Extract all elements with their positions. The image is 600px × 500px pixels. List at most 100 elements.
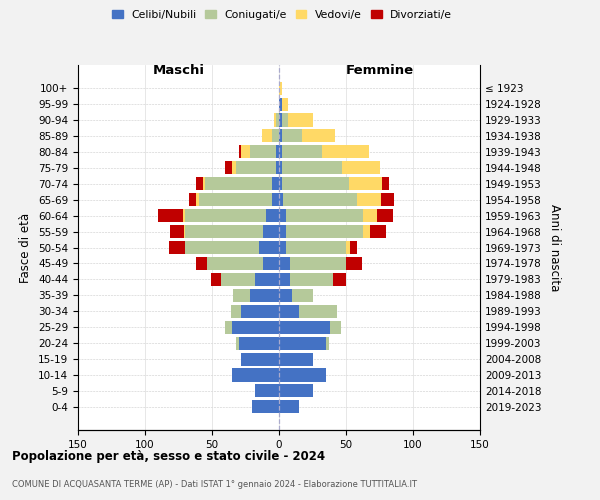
Text: Maschi: Maschi: [152, 64, 205, 77]
Bar: [279, 130, 281, 142]
Bar: [279, 273, 290, 286]
Bar: [377, 209, 393, 222]
Bar: [259, 241, 279, 254]
Bar: [250, 289, 279, 302]
Bar: [226, 162, 232, 174]
Bar: [279, 289, 292, 302]
Bar: [381, 193, 394, 206]
Bar: [286, 241, 346, 254]
Bar: [184, 225, 185, 238]
Bar: [281, 130, 302, 142]
Bar: [236, 336, 239, 349]
Bar: [239, 146, 241, 158]
Bar: [364, 225, 370, 238]
Bar: [289, 114, 313, 126]
Text: Popolazione per età, sesso e stato civile - 2024: Popolazione per età, sesso e stato civil…: [12, 450, 325, 463]
Bar: [221, 273, 255, 286]
Bar: [279, 352, 313, 366]
Bar: [279, 241, 286, 254]
Bar: [274, 114, 277, 126]
Bar: [205, 177, 272, 190]
Bar: [279, 368, 326, 382]
Bar: [206, 257, 263, 270]
Bar: [342, 162, 380, 174]
Bar: [290, 257, 346, 270]
Bar: [211, 273, 221, 286]
Bar: [326, 336, 329, 349]
Bar: [232, 368, 279, 382]
Bar: [241, 304, 279, 318]
Bar: [169, 241, 185, 254]
Bar: [279, 162, 281, 174]
Bar: [236, 162, 277, 174]
Bar: [290, 273, 332, 286]
Bar: [226, 320, 232, 334]
Bar: [196, 257, 206, 270]
Bar: [281, 98, 289, 110]
Bar: [299, 304, 337, 318]
Bar: [170, 225, 184, 238]
Bar: [279, 304, 299, 318]
Bar: [279, 257, 290, 270]
Bar: [330, 320, 341, 334]
Bar: [364, 209, 377, 222]
Bar: [279, 320, 330, 334]
Bar: [272, 193, 279, 206]
Bar: [262, 130, 272, 142]
Bar: [231, 304, 241, 318]
Bar: [182, 209, 185, 222]
Bar: [370, 225, 386, 238]
Bar: [382, 177, 389, 190]
Bar: [292, 289, 313, 302]
Bar: [346, 241, 350, 254]
Bar: [158, 209, 182, 222]
Bar: [279, 384, 313, 398]
Bar: [239, 336, 279, 349]
Bar: [302, 130, 335, 142]
Text: COMUNE DI ACQUASANTA TERME (AP) - Dati ISTAT 1° gennaio 2024 - Elaborazione TUTT: COMUNE DI ACQUASANTA TERME (AP) - Dati I…: [12, 480, 417, 489]
Bar: [279, 98, 281, 110]
Bar: [346, 257, 362, 270]
Bar: [272, 130, 279, 142]
Bar: [350, 241, 357, 254]
Bar: [189, 193, 196, 206]
Bar: [279, 193, 283, 206]
Bar: [279, 209, 286, 222]
Bar: [281, 146, 322, 158]
Bar: [185, 241, 259, 254]
Legend: Celibi/Nubili, Coniugati/e, Vedovi/e, Divorziati/e: Celibi/Nubili, Coniugati/e, Vedovi/e, Di…: [107, 6, 457, 24]
Bar: [279, 146, 281, 158]
Bar: [277, 146, 279, 158]
Bar: [279, 400, 299, 413]
Bar: [196, 177, 203, 190]
Bar: [241, 352, 279, 366]
Bar: [279, 82, 281, 94]
Bar: [281, 177, 349, 190]
Bar: [199, 193, 272, 206]
Bar: [250, 146, 277, 158]
Bar: [185, 225, 263, 238]
Bar: [263, 225, 279, 238]
Bar: [255, 384, 279, 398]
Y-axis label: Fasce di età: Fasce di età: [19, 212, 32, 282]
Bar: [263, 257, 279, 270]
Bar: [281, 114, 289, 126]
Bar: [322, 146, 369, 158]
Bar: [252, 400, 279, 413]
Y-axis label: Anni di nascita: Anni di nascita: [548, 204, 561, 291]
Bar: [232, 320, 279, 334]
Bar: [241, 146, 250, 158]
Bar: [357, 193, 381, 206]
Bar: [332, 273, 346, 286]
Bar: [279, 114, 281, 126]
Bar: [349, 177, 382, 190]
Bar: [196, 193, 199, 206]
Bar: [279, 336, 326, 349]
Bar: [272, 177, 279, 190]
Bar: [279, 177, 281, 190]
Text: Femmine: Femmine: [346, 64, 413, 77]
Bar: [277, 114, 279, 126]
Bar: [279, 225, 286, 238]
Bar: [185, 209, 266, 222]
Bar: [232, 162, 236, 174]
